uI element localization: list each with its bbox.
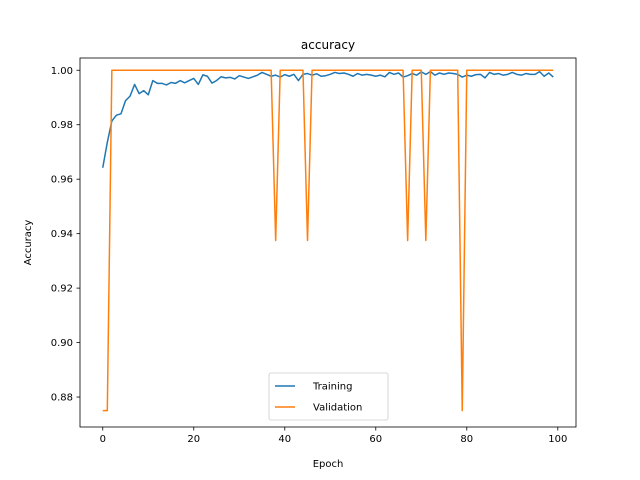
series-line-training — [102, 70, 554, 168]
legend-label-validation: Validation — [313, 403, 362, 414]
chart-title: accuracy — [301, 38, 355, 52]
y-tick-label: 0.90 — [51, 338, 73, 349]
plot-frame — [79, 57, 577, 428]
x-tick-label: 40 — [278, 434, 291, 445]
y-tick-label: 0.88 — [51, 393, 73, 404]
x-axis-label: Epoch — [313, 459, 344, 470]
x-tick-label: 80 — [460, 434, 473, 445]
y-tick-label: 0.92 — [51, 284, 73, 295]
ticks-layer: 0 20 40 60 80 100 0.88 0.90 0.92 0.94 0.96 0.98 1.00 — [51, 66, 568, 445]
y-tick-label: 0.94 — [51, 229, 73, 240]
y-axis-label: Accuracy — [23, 220, 34, 266]
x-tick-label: 60 — [369, 434, 382, 445]
y-tick-label: 0.98 — [51, 120, 73, 131]
legend: Training Validation — [268, 372, 389, 421]
series-layer — [102, 69, 554, 412]
y-tick-label: 0.96 — [51, 175, 73, 186]
legend-label-training: Training — [312, 382, 352, 393]
x-tick-label: 0 — [100, 434, 106, 445]
x-tick-label: 100 — [548, 434, 567, 445]
legend-box — [268, 372, 389, 421]
x-tick-label: 20 — [187, 434, 200, 445]
series-line-validation — [102, 69, 554, 412]
y-tick-label: 1.00 — [51, 66, 73, 77]
